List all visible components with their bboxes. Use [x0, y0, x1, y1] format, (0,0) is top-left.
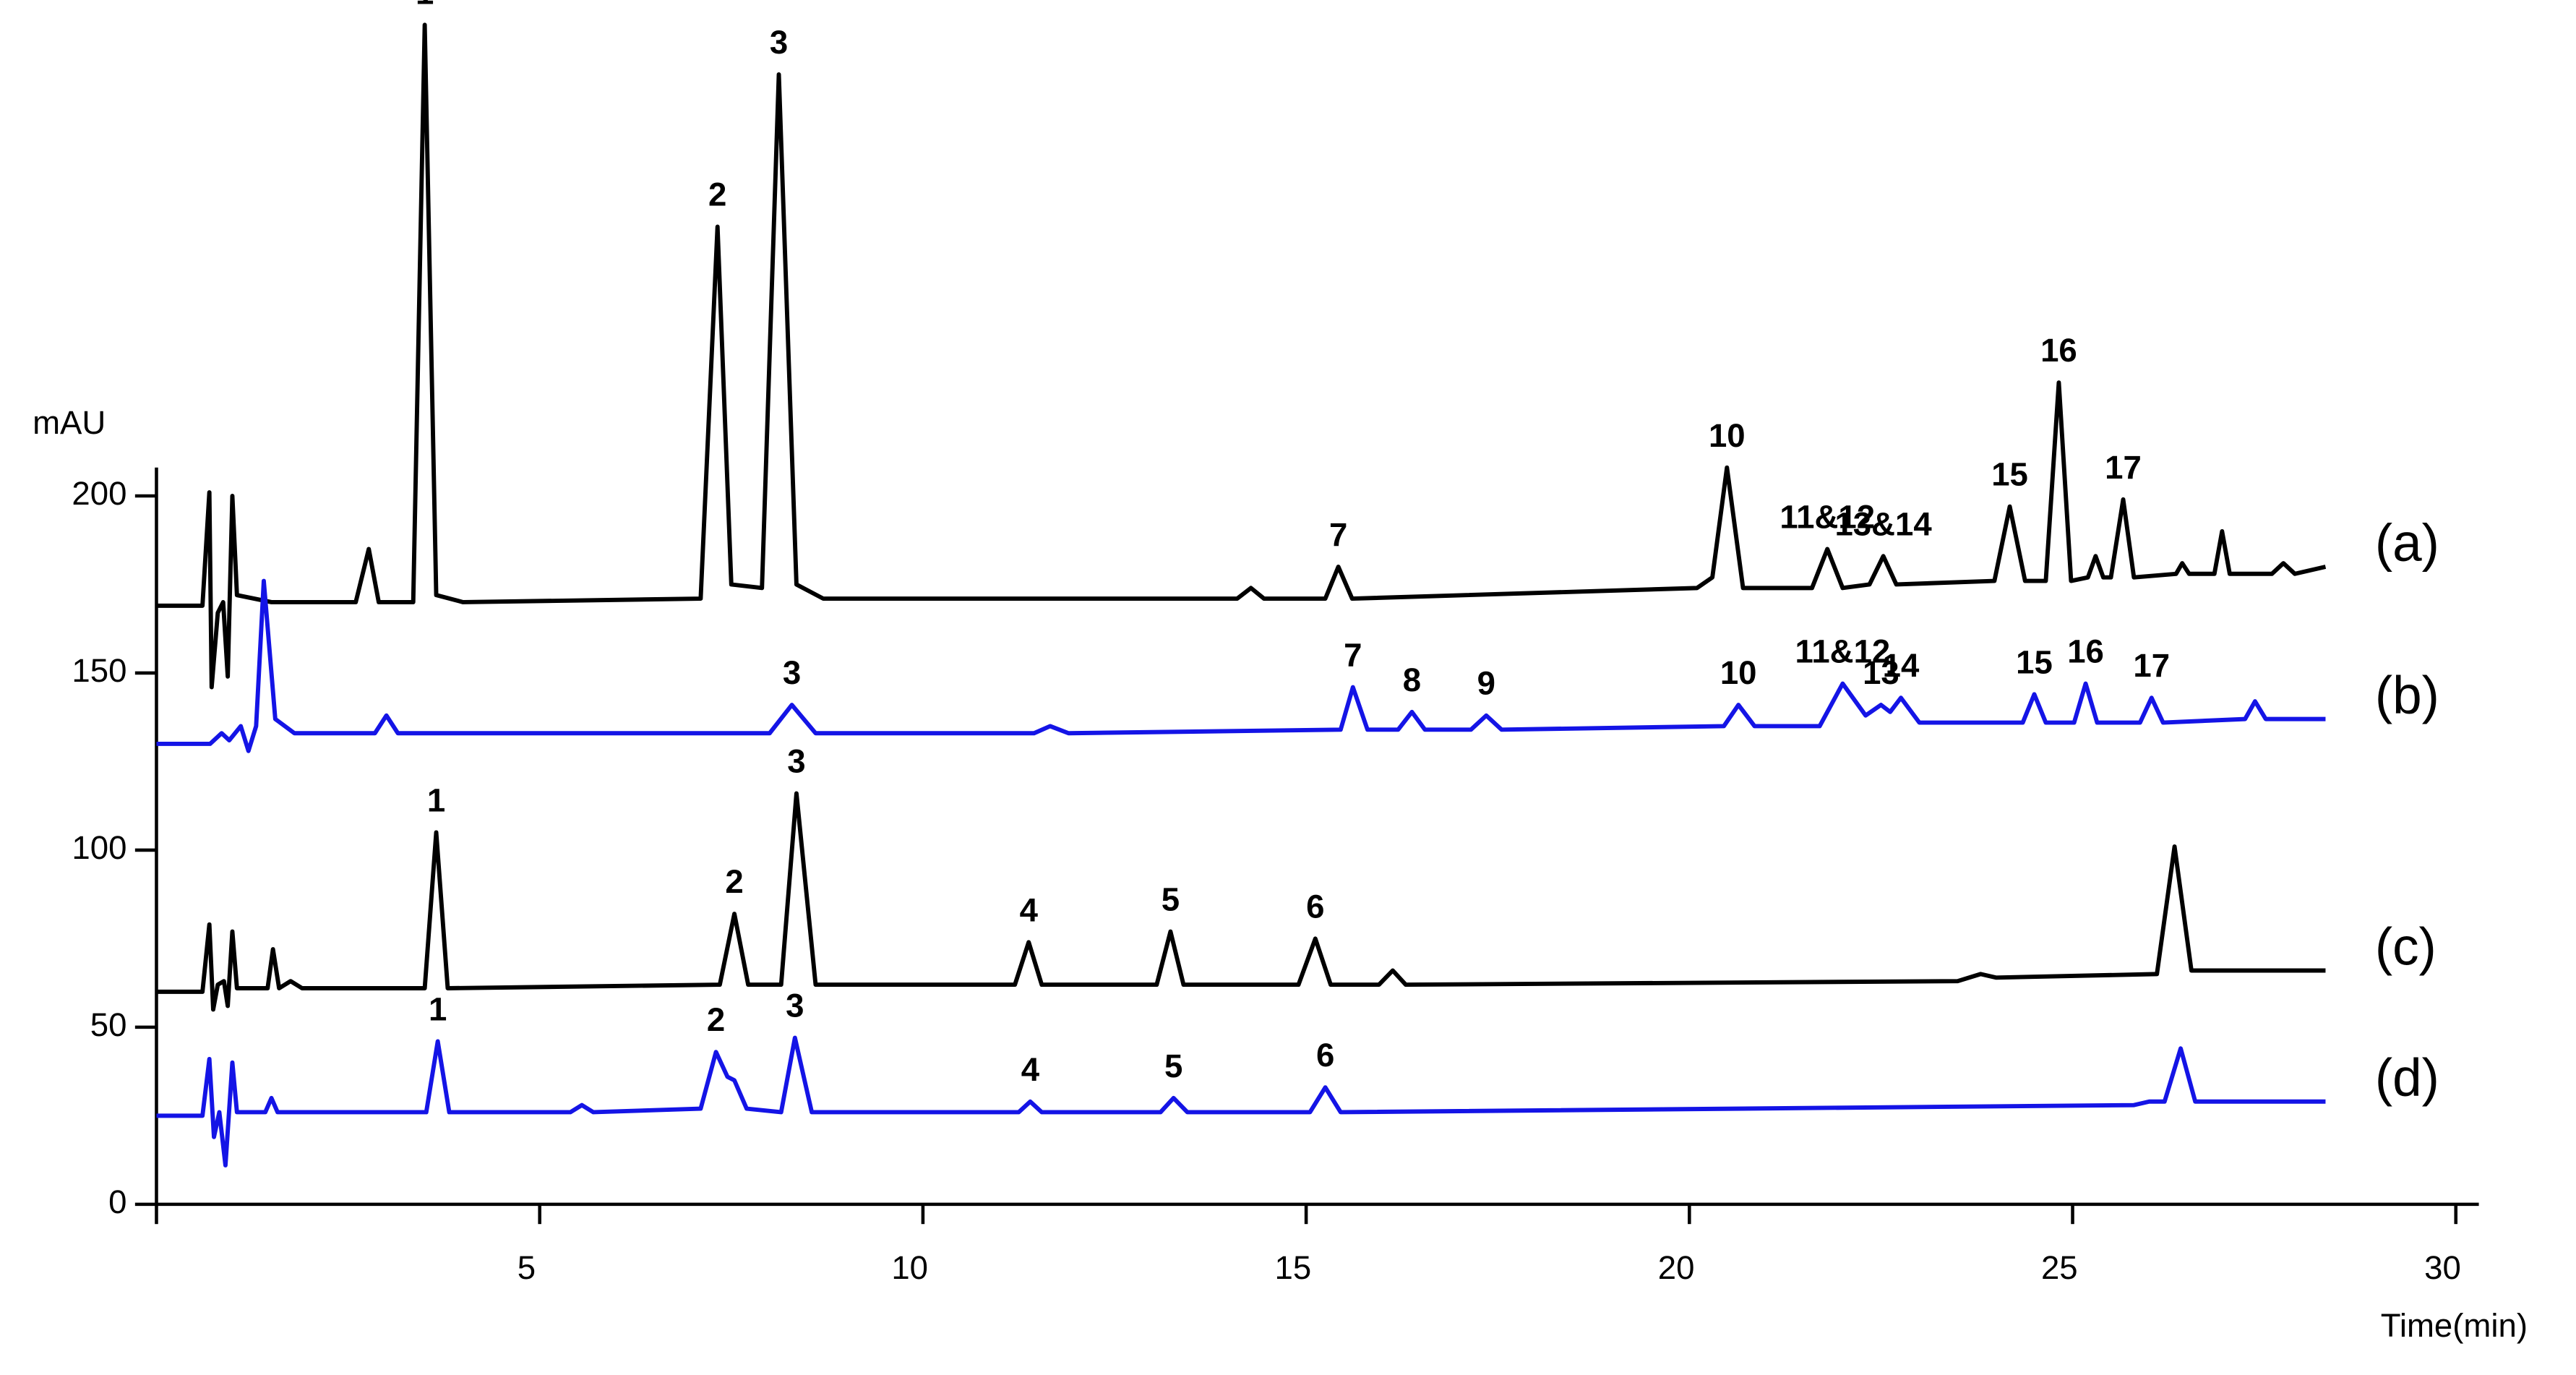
x-axis-label: Time(min) [2381, 1307, 2528, 1344]
peak-label: 16 [2040, 332, 2077, 369]
series-label: (c) [2375, 917, 2437, 976]
peak-label: 15 [2016, 643, 2053, 680]
peak-label: 5 [1164, 1048, 1182, 1084]
peak-label: 1 [427, 781, 445, 818]
peak-label: 17 [2105, 449, 2142, 486]
peak-label: 3 [770, 24, 788, 61]
x-tick-label: 30 [2424, 1249, 2461, 1286]
peak-label: 11&12 [1795, 633, 1891, 670]
peak-label: 6 [1306, 888, 1324, 925]
peak-label: 3 [783, 654, 801, 691]
x-tick-label: 25 [2041, 1249, 2078, 1286]
peak-label: 2 [707, 1001, 725, 1038]
peak-label: 15 [1991, 456, 2028, 493]
y-tick-label: 50 [90, 1006, 127, 1043]
peak-label: 14 [1883, 647, 1920, 684]
peak-label: 1 [416, 0, 434, 11]
peak-label: 13 [1863, 654, 1899, 691]
peak-label: 1 [429, 990, 447, 1027]
peak-label: 10 [1720, 654, 1757, 691]
peak-label: 9 [1477, 665, 1495, 702]
y-tick-label: 0 [108, 1183, 126, 1220]
trace [156, 578, 2326, 753]
peak-label: 16 [2067, 633, 2104, 670]
peak-label: 4 [1021, 1051, 1040, 1088]
y-tick-label: 200 [72, 475, 126, 512]
peak-label: 2 [708, 176, 726, 213]
y-tick-label: 100 [72, 829, 126, 866]
peak-label: 13&14 [1834, 505, 1932, 542]
peak-label: 3 [786, 988, 804, 1024]
peak-label: 17 [2133, 647, 2170, 684]
peak-label: 7 [1344, 637, 1362, 674]
peak-label: 2 [725, 863, 743, 900]
peak-label: 5 [1162, 881, 1180, 918]
x-tick-label: 5 [518, 1249, 536, 1286]
trace [156, 791, 2326, 1012]
peak-label: 7 [1329, 516, 1347, 553]
trace [156, 22, 2327, 690]
y-tick-label: 150 [72, 652, 126, 689]
peak-label: 4 [1020, 891, 1039, 928]
peak-label: 6 [1316, 1037, 1334, 1074]
trace [156, 1035, 2326, 1168]
peak-label: 11&12 [1779, 498, 1875, 535]
peak-label: 10 [1709, 417, 1746, 454]
peak-label: 3 [787, 743, 805, 780]
series-label: (d) [2375, 1049, 2439, 1108]
x-tick-label: 15 [1275, 1249, 1312, 1286]
x-tick-label: 20 [1658, 1249, 1695, 1286]
x-tick-label: 10 [891, 1249, 928, 1286]
series-label: (b) [2375, 667, 2439, 725]
y-axis-label: mAU [33, 404, 106, 441]
series-label: (a) [2375, 514, 2439, 573]
peak-label: 8 [1403, 661, 1421, 698]
